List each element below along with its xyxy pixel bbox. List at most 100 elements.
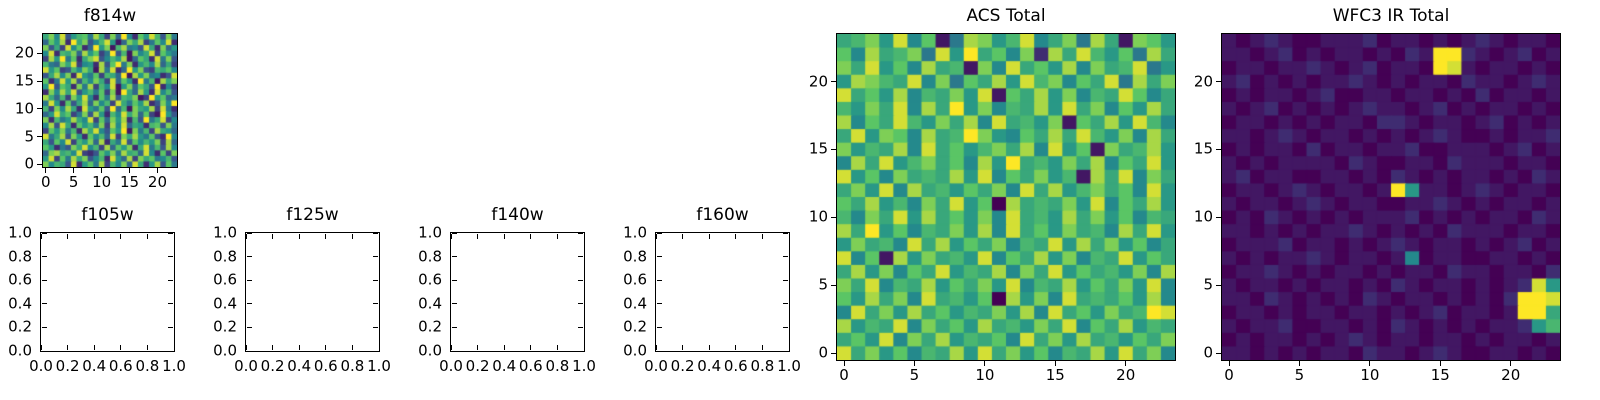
x-tick-mark <box>1510 361 1512 366</box>
x-tick-label: 15 <box>119 173 140 191</box>
y-tick-label: 0.6 <box>623 270 647 289</box>
x-tick-label: 0.4 <box>492 357 517 375</box>
y-tick-mark <box>657 303 662 305</box>
x-tick-mark <box>173 345 175 350</box>
y-tick-label: 10 <box>808 207 828 226</box>
y-tick-label: 0.8 <box>8 247 32 266</box>
y-tick-mark <box>783 303 788 305</box>
x-tick-mark <box>146 345 148 350</box>
x-tick-mark <box>556 234 558 239</box>
y-tick-mark <box>247 279 252 281</box>
y-tick-mark <box>373 326 378 328</box>
y-tick-mark <box>831 81 836 83</box>
y-tick-mark <box>37 163 42 165</box>
y-tick-mark <box>1216 216 1221 218</box>
y-tick-mark <box>168 303 173 305</box>
y-tick-mark <box>578 232 583 234</box>
x-tick-mark <box>530 345 532 350</box>
y-tick-label: 5 <box>818 275 828 294</box>
y-tick-label: 0.2 <box>8 317 32 336</box>
y-tick-mark <box>452 303 457 305</box>
x-tick-mark <box>298 234 300 239</box>
x-tick-mark <box>984 361 986 366</box>
subplot-title: f814w <box>83 6 137 26</box>
x-tick-label: 0.0 <box>439 357 463 375</box>
y-tick-mark <box>247 326 252 328</box>
axes-f125w: 0.0 0.2 0.4 0.6 0.8 1.0 0.0 0.2 0.4 0.6 0.8 1.0 <box>213 225 391 374</box>
y-tick-label: 0.0 <box>623 341 647 360</box>
y-tick-label: 0 <box>818 343 828 362</box>
y-tick-mark <box>783 279 788 281</box>
x-tick-mark <box>1439 361 1441 366</box>
y-tick-mark <box>37 80 42 82</box>
y-tick-label: 15 <box>808 139 828 158</box>
x-tick-label: 0.6 <box>723 357 748 375</box>
x-tick-mark <box>682 234 684 239</box>
y-tick-label: 0.4 <box>418 294 442 313</box>
y-tick-mark <box>373 350 378 352</box>
y-tick-label: 1.0 <box>623 223 647 242</box>
x-tick-mark <box>245 345 247 350</box>
x-tick-mark <box>298 345 300 350</box>
y-tick-mark <box>37 108 42 110</box>
x-tick-label: 0.4 <box>697 357 722 375</box>
x-tick-mark <box>1125 361 1127 366</box>
y-tick-mark <box>452 279 457 281</box>
x-tick-mark <box>1298 361 1300 366</box>
y-tick-label: 0.4 <box>8 294 32 313</box>
x-tick-mark <box>67 234 69 239</box>
y-tick-mark <box>1216 148 1221 150</box>
y-tick-label: 0 <box>1203 343 1213 362</box>
heatmap-image <box>43 34 177 167</box>
x-tick-mark <box>93 234 95 239</box>
x-tick-label: 1.0 <box>777 357 801 375</box>
x-tick-mark <box>351 234 353 239</box>
y-tick-mark <box>247 350 252 352</box>
subplot-title: f140w <box>491 205 544 225</box>
x-tick-label: 0.8 <box>750 357 775 375</box>
y-tick-mark <box>831 284 836 286</box>
x-tick-mark <box>73 168 75 173</box>
x-tick-mark <box>1054 361 1056 366</box>
x-tick-mark <box>708 234 710 239</box>
x-tick-mark <box>788 234 790 239</box>
x-tick-mark <box>272 234 274 239</box>
y-tick-mark <box>168 256 173 258</box>
x-tick-mark <box>173 234 175 239</box>
y-tick-mark <box>657 326 662 328</box>
x-tick-label: 0.0 <box>644 357 668 375</box>
x-tick-label: 5 <box>1294 366 1305 384</box>
x-tick-mark <box>556 345 558 350</box>
y-tick-label: 20 <box>14 43 34 62</box>
x-tick-mark <box>146 234 148 239</box>
x-tick-mark <box>45 168 47 173</box>
x-tick-mark <box>272 345 274 350</box>
x-tick-label: 0.4 <box>82 357 107 375</box>
x-tick-label: 0.0 <box>29 357 53 375</box>
x-tick-label: 0 <box>1224 366 1234 384</box>
y-tick-mark <box>1216 352 1221 354</box>
y-tick-mark <box>657 232 662 234</box>
x-tick-label: 1.0 <box>367 357 391 375</box>
x-tick-label: 0.8 <box>340 357 365 375</box>
x-tick-label: 10 <box>92 173 112 191</box>
x-tick-label: 0 <box>839 366 849 384</box>
y-tick-mark <box>657 350 662 352</box>
axes-acs-total: 0 5 10 15 20 0 5 10 15 20 <box>809 33 1176 383</box>
y-tick-label: 0.8 <box>213 247 237 266</box>
y-tick-mark <box>168 350 173 352</box>
x-tick-mark <box>67 345 69 350</box>
y-tick-mark <box>373 303 378 305</box>
x-tick-mark <box>40 345 42 350</box>
y-tick-label: 0.2 <box>213 317 237 336</box>
x-tick-label: 0.6 <box>313 357 338 375</box>
x-tick-mark <box>913 361 915 366</box>
y-tick-mark <box>578 303 583 305</box>
subplot-f105w: f105w 0.0 0.2 0.4 0.6 0.8 1.0 0.0 0.2 0.4 0.6 0.8 1… <box>8 205 186 374</box>
axes-f140w: 0.0 0.2 0.4 0.6 0.8 1.0 0.0 0.2 0.4 0.6 0.8 1.0 <box>418 225 596 374</box>
subplot-title: f160w <box>696 205 749 225</box>
y-tick-mark <box>42 350 47 352</box>
x-tick-label: 1.0 <box>572 357 596 375</box>
x-tick-mark <box>1369 361 1371 366</box>
y-tick-label: 0.6 <box>213 270 237 289</box>
